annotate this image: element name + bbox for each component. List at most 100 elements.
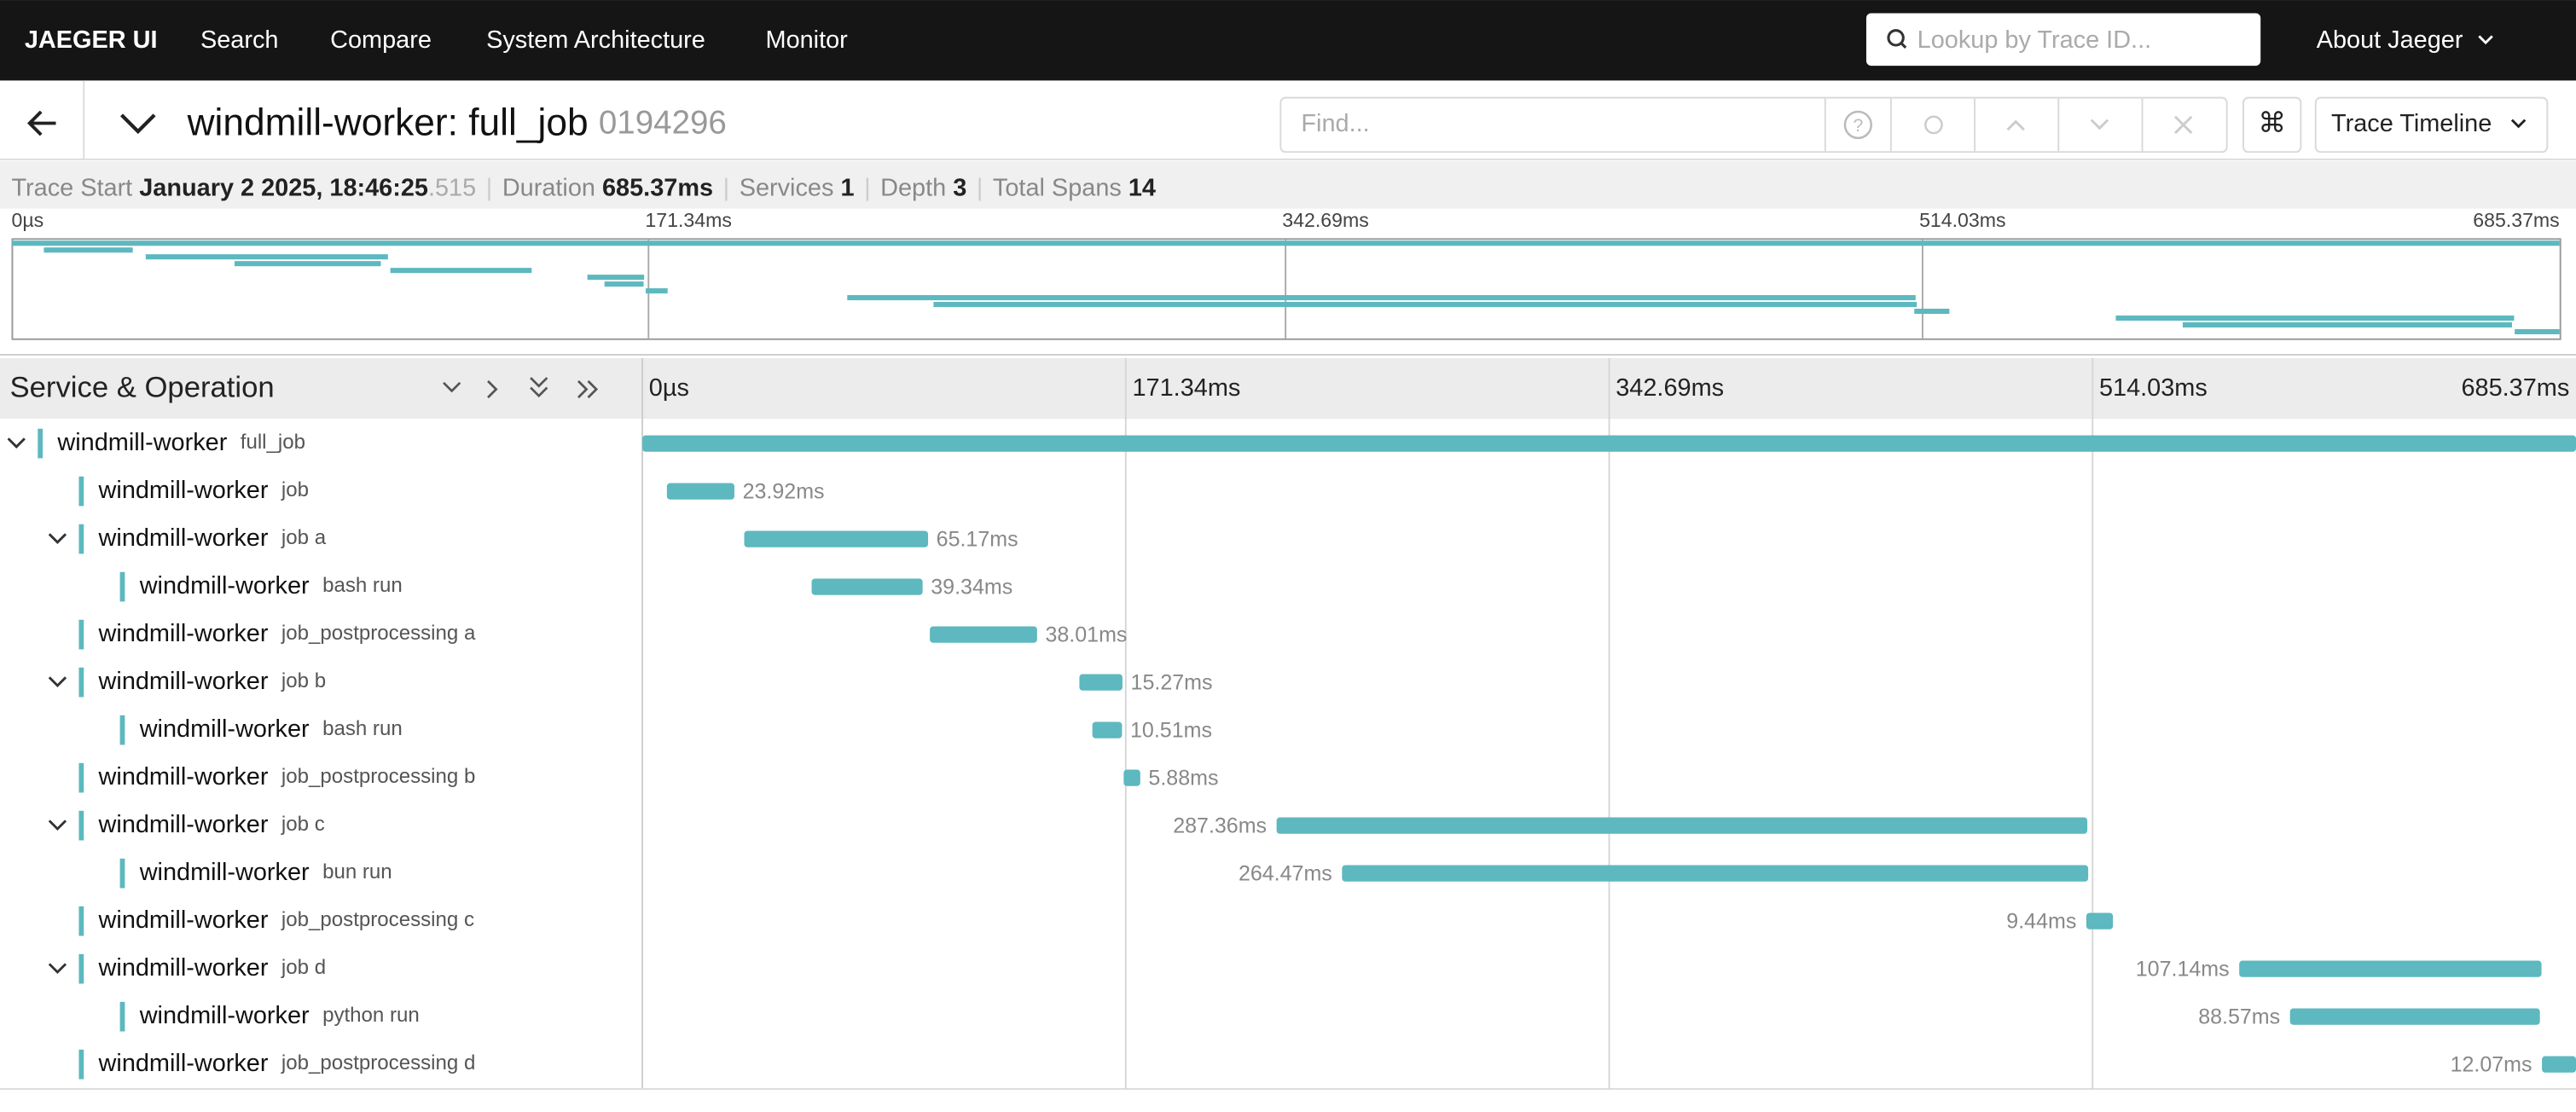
span-bar[interactable]: [1079, 674, 1123, 690]
span-name[interactable]: windmill-workerbash run: [139, 715, 403, 743]
brand[interactable]: JAEGER UI: [25, 26, 158, 54]
span-name[interactable]: windmill-worker job c: [98, 811, 325, 838]
meta-value: 685.37ms: [602, 174, 713, 201]
span-name[interactable]: windmill-workerjob_postprocessing c: [98, 906, 474, 934]
duration-label: 10.51ms: [1130, 719, 1212, 743]
minimap-tick-label: 171.34ms: [645, 209, 732, 231]
span-bar[interactable]: [1342, 866, 2088, 882]
tick-label: 0µs: [649, 374, 689, 402]
lookup-placeholder: Lookup by Trace ID...: [1917, 26, 2151, 54]
service-name: windmill-worker: [139, 859, 310, 886]
service-color: [120, 572, 125, 602]
minimap-bar: [588, 275, 645, 280]
nav-item[interactable]: Monitor: [766, 26, 849, 54]
span-bar[interactable]: [2239, 961, 2541, 977]
meta-label: Total Spans: [993, 174, 1122, 201]
operation-name: bash run: [322, 574, 403, 597]
span-bar[interactable]: [667, 483, 734, 499]
help-icon: ?: [1853, 116, 1863, 136]
meta-value: .515: [428, 174, 476, 201]
minimap-tick-label: 342.69ms: [1282, 209, 1369, 231]
span-bar[interactable]: [2290, 1009, 2540, 1025]
collapse-button[interactable]: [122, 115, 155, 131]
operation-name: job_postprocessing c: [281, 909, 474, 932]
span-bar[interactable]: [930, 626, 1037, 642]
duration-label: 107.14ms: [2136, 958, 2230, 982]
span-bar[interactable]: [1123, 769, 1140, 785]
nav-item[interactable]: Search: [200, 26, 279, 54]
meta-value: 14: [1128, 174, 1156, 201]
shortcut-icon: ⌘: [2258, 107, 2286, 138]
duration-label: 5.88ms: [1148, 767, 1218, 791]
duration-label: 264.47ms: [1239, 862, 1332, 886]
tick-label: 514.03ms: [2099, 374, 2208, 402]
minimap-bar: [11, 240, 2559, 246]
trace-title: windmill-worker: full_job 0194296: [187, 101, 727, 143]
find-placeholder[interactable]: Find...: [1301, 110, 1369, 137]
service-name: windmill-worker: [98, 1050, 269, 1077]
operation-name: job a: [281, 526, 327, 549]
service-color: [78, 906, 84, 936]
service-color: [120, 1002, 125, 1032]
operation-name: job c: [281, 813, 325, 836]
find-bar: [1280, 98, 2226, 153]
service-color: [78, 811, 84, 841]
span-bar[interactable]: [1277, 818, 2087, 834]
span-name[interactable]: windmill-workerjob_postprocessing a: [98, 620, 476, 647]
nav-item[interactable]: System Architecture: [486, 26, 705, 54]
span-name[interactable]: windmill-workerbash run: [139, 572, 403, 599]
minimap-bar: [933, 302, 1917, 307]
span-name[interactable]: windmill-workerpython run: [139, 1002, 420, 1029]
span-bar[interactable]: [2086, 913, 2113, 930]
service-color: [120, 715, 125, 745]
operation-name: full_job: [241, 431, 305, 454]
minimap-bar: [2115, 316, 2514, 321]
meta-label: Depth: [880, 174, 946, 201]
span-names: [0, 419, 642, 1089]
span-name[interactable]: windmill-worker job_postprocessing d: [98, 1050, 476, 1077]
about-menu[interactable]: About Jaeger: [2317, 26, 2463, 54]
minimap-bar: [605, 281, 644, 287]
nav-item[interactable]: Compare: [330, 26, 432, 54]
span-name[interactable]: windmill-workerjob d: [98, 954, 327, 982]
service-name: windmill-worker: [139, 1002, 310, 1029]
trace-id: 0194296: [599, 105, 727, 142]
minimap-bar: [235, 261, 380, 266]
duration-label: 9.44ms: [2006, 910, 2076, 934]
span-name[interactable]: windmill-workerfull_job: [56, 429, 305, 456]
span-name[interactable]: windmill-workerbun run: [139, 859, 392, 886]
operation-name: job_postprocessing a: [281, 622, 476, 645]
duration-label: 12.07ms: [2451, 1053, 2532, 1077]
back-button[interactable]: [30, 112, 56, 135]
service-color: [78, 477, 84, 507]
span-bar[interactable]: [744, 530, 928, 547]
service-color: [120, 859, 125, 889]
span-name[interactable]: windmill-workerjob b: [98, 668, 327, 695]
minimap-bar: [2183, 322, 2512, 327]
column-header: Service & Operation: [10, 372, 275, 404]
trace-name: windmill-worker: full_job: [187, 101, 589, 143]
span-bar[interactable]: [1093, 721, 1123, 738]
tick-label: 685.37ms: [2461, 374, 2569, 402]
service-name: windmill-worker: [98, 477, 269, 504]
span-name[interactable]: windmill-workerjob_postprocessing b: [98, 763, 476, 791]
operation-name: job_postprocessing b: [281, 765, 475, 788]
span-name[interactable]: windmill-workerjob a: [98, 524, 327, 552]
span-bar[interactable]: [812, 578, 923, 594]
meta-value: 1: [840, 174, 854, 201]
operation-name: job_postprocessing d: [281, 1052, 475, 1075]
service-color: [78, 954, 84, 984]
view-label: Trace Timeline: [2331, 110, 2492, 137]
meta-label: Trace Start: [11, 174, 132, 201]
span-bar[interactable]: [642, 435, 2576, 451]
service-name: windmill-worker: [98, 811, 269, 838]
span-bar[interactable]: [2542, 1057, 2576, 1073]
duration-label: 88.57ms: [2198, 1005, 2280, 1029]
service-color: [78, 1050, 84, 1080]
duration-label: 65.17ms: [937, 528, 1018, 552]
meta-label: Duration: [502, 174, 595, 201]
meta-value: 3: [953, 174, 966, 201]
minimap-bar: [146, 254, 388, 259]
